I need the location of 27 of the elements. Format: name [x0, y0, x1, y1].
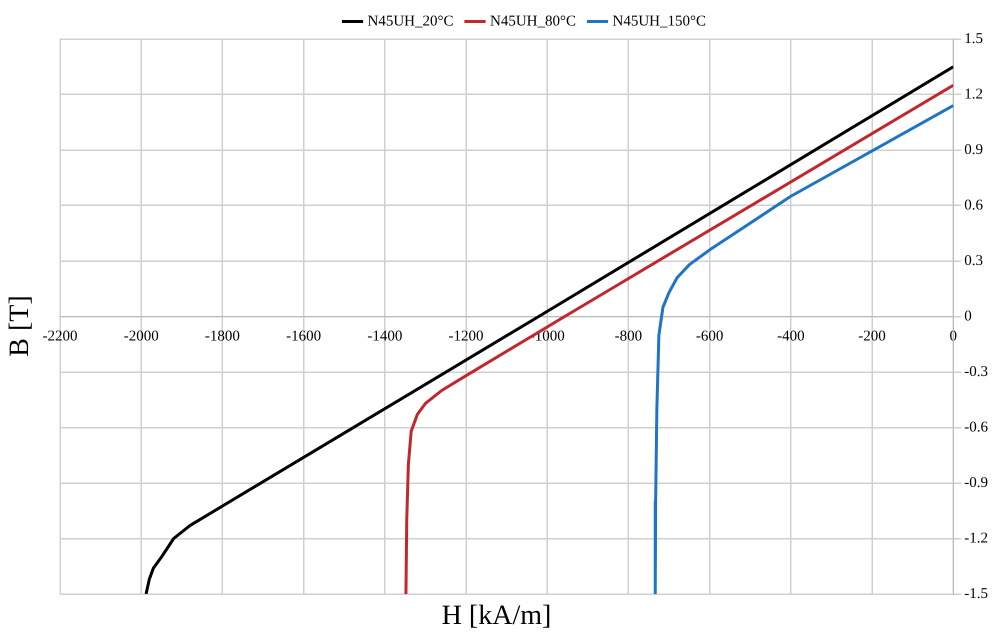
y-tick-label: -1.2	[964, 530, 988, 546]
x-tick-label: -800	[614, 328, 642, 344]
y-axis-title: B [T]	[4, 294, 36, 359]
x-tick-label: -200	[858, 328, 886, 344]
x-tick-label: -1800	[204, 328, 240, 344]
legend-label: N45UH_80°C	[490, 13, 576, 30]
legend-label: N45UH_20°C	[368, 13, 454, 30]
y-tick-label: -0.6	[964, 419, 988, 436]
y-tick-label: -0.9	[964, 474, 988, 491]
x-tick-label: -1400	[367, 328, 402, 344]
y-tick-label: 1.5	[964, 30, 984, 47]
y-tick-label: 0.3	[964, 252, 984, 269]
x-tick-label: -1200	[448, 328, 484, 344]
y-tick-label: 1.2	[964, 86, 984, 102]
y-tick-label: -1.5	[964, 586, 988, 602]
x-tick-label: -2000	[124, 328, 159, 344]
y-tick-label: 0	[964, 308, 972, 324]
x-tick-label: -1600	[286, 328, 322, 344]
legend-label: N45UH_150°C	[612, 13, 706, 30]
x-tick-label: -2200	[42, 328, 78, 344]
y-tick-label: 0.6	[964, 197, 984, 214]
y-tick-label: -0.3	[964, 364, 988, 380]
y-tick-label: 0.9	[964, 142, 984, 158]
x-tick-label: -600	[696, 328, 724, 344]
x-axis-title: H [kA/m]	[440, 600, 552, 632]
x-tick-label: 0	[950, 328, 958, 344]
x-tick-label: -400	[777, 328, 805, 344]
